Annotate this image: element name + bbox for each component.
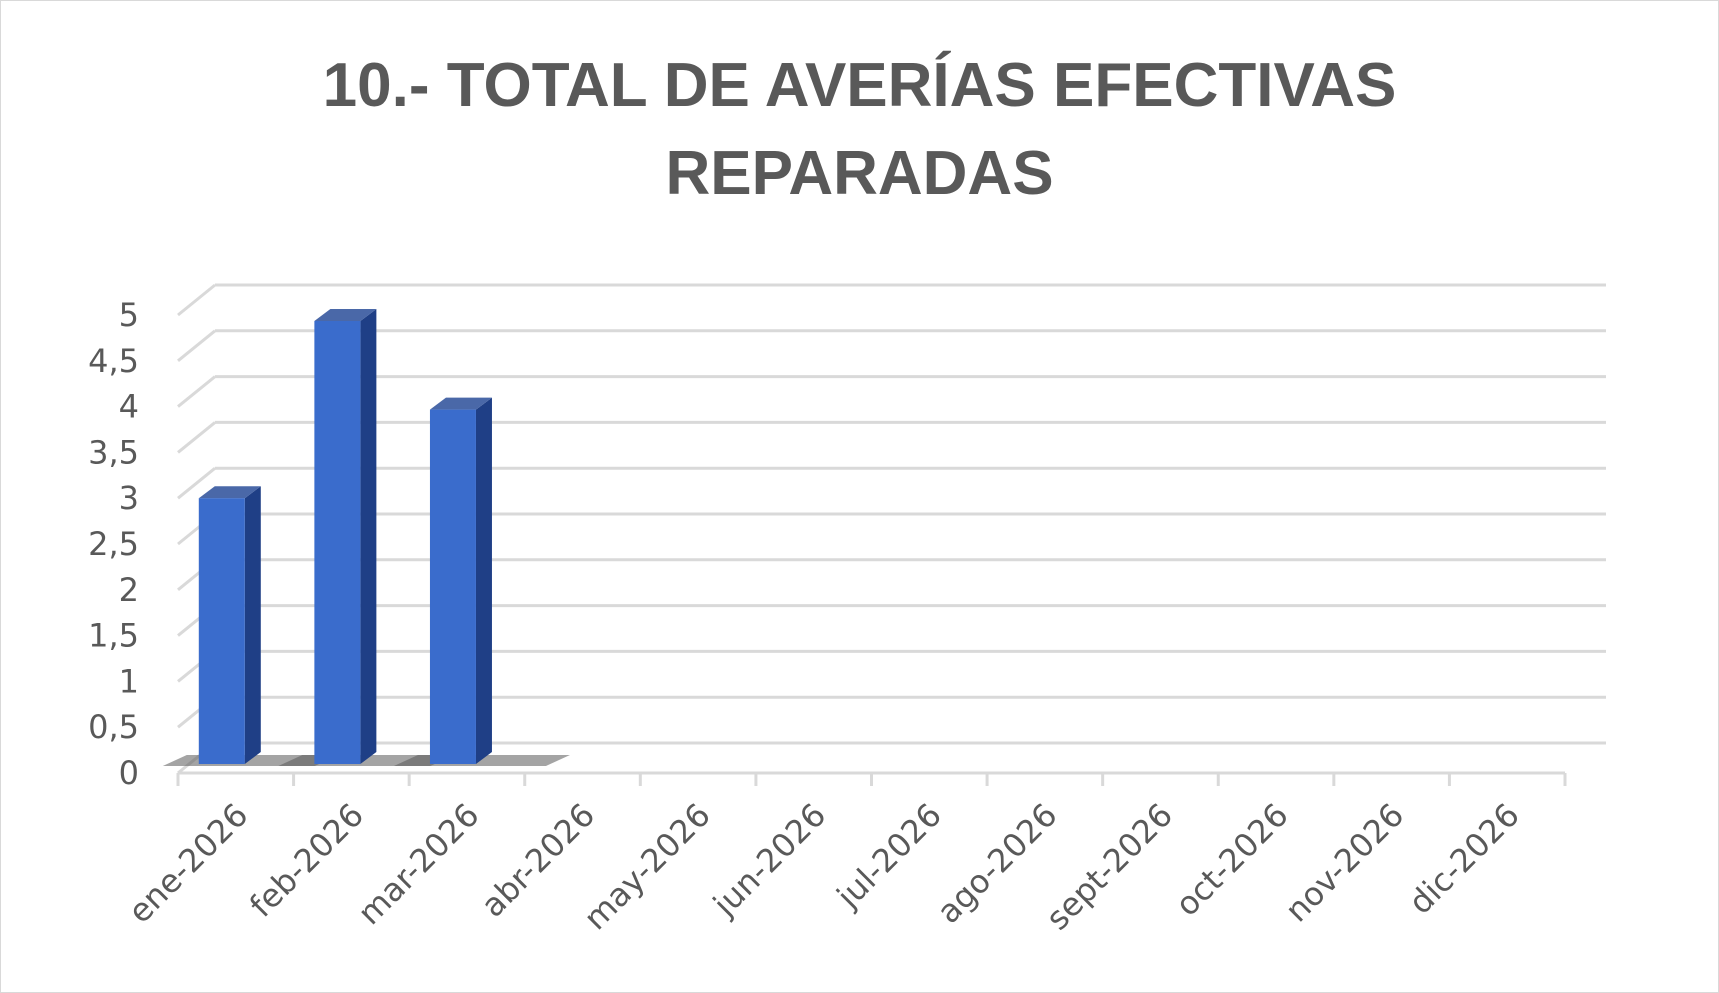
- bar-top: [429, 397, 492, 410]
- gridline-connector: [177, 329, 216, 362]
- bar: [198, 498, 245, 764]
- y-tick-label: 0,5: [88, 708, 139, 746]
- gridline-connector: [177, 421, 216, 454]
- bar: [429, 409, 476, 764]
- gridline-connector: [177, 467, 216, 500]
- y-tick-label: 2,5: [88, 525, 139, 563]
- bar-top: [198, 486, 261, 499]
- y-tick-label: 1,5: [88, 617, 139, 655]
- y-tick-label: 1: [119, 662, 139, 700]
- y-tick-label: 3: [119, 479, 139, 517]
- chart-title-line-2: REPARADAS: [665, 139, 1054, 208]
- bar-side: [475, 397, 492, 764]
- y-tick-label: 0: [119, 754, 139, 792]
- x-tick-label: ene-2026: [121, 796, 256, 931]
- bar-side: [244, 486, 261, 764]
- x-tick-label: jul-2026: [829, 796, 949, 916]
- y-tick-label: 2: [119, 571, 139, 609]
- bar-top: [314, 309, 377, 321]
- chart-title-line-1: 10.- TOTAL DE AVERÍAS EFECTIVAS: [322, 51, 1397, 120]
- bar-side: [360, 309, 377, 764]
- x-tick-label: mar-2026: [350, 796, 486, 932]
- x-tick-label: jun-2026: [705, 796, 833, 924]
- y-tick-label: 4: [119, 388, 139, 426]
- chart-title: 10.- TOTAL DE AVERÍAS EFECTIVAS REPARADA…: [0, 42, 1719, 218]
- bar: [314, 321, 361, 764]
- x-tick-label: nov-2026: [1278, 796, 1412, 930]
- y-tick-label: 4,5: [88, 342, 139, 380]
- x-tick-label: may-2026: [576, 796, 718, 938]
- x-tick-label: dic-2026: [1401, 796, 1527, 922]
- gridline-connector: [177, 283, 216, 317]
- y-tick-label: 5: [119, 296, 139, 334]
- x-tick-label: sept-2026: [1039, 796, 1181, 938]
- gridline-connector: [177, 375, 216, 408]
- x-tick-label: oct-2026: [1168, 796, 1296, 924]
- y-tick-label: 3,5: [88, 433, 139, 471]
